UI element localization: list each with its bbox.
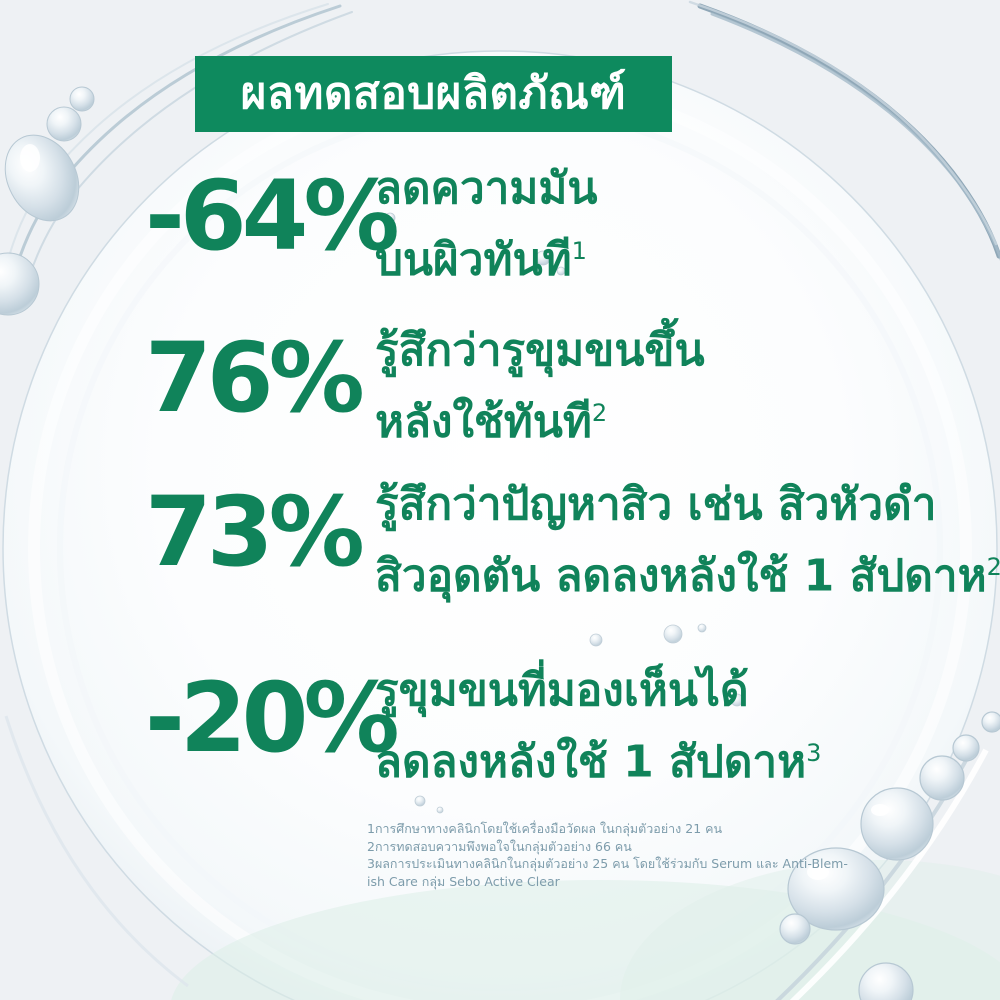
stat-row-acne-reduction: 73% รู้สึกว่าปัญหาสิว เช่น สิวหัวดำ สิวอ…: [145, 474, 1000, 608]
stat-value: -20%: [145, 662, 400, 774]
bottom-right-bubble-chain: [779, 711, 1000, 1000]
stat-line-1: ลดความมัน: [375, 163, 598, 214]
footnote-ref: 2: [591, 399, 608, 427]
stat-line-1: รู้สึกว่าปัญหาสิว เช่น สิวหัวดำ: [375, 479, 937, 530]
footnote-ref: 2: [986, 553, 1000, 581]
stat-line-1: รูขุมขนที่มองเห็นได้: [375, 665, 749, 716]
stat-description: ลดความมัน บนผิวทันที1: [375, 158, 597, 292]
stat-row-oil-reduction: -64% ลดความมัน บนผิวทันที1: [145, 158, 597, 292]
stat-value: -64%: [145, 160, 400, 272]
stat-value: 73%: [145, 476, 365, 588]
top-left-streaks: [1, 3, 353, 309]
dish-circle: [2, 50, 998, 1000]
top-right-streaks: [688, 0, 1000, 261]
footnote-2: 2การทดสอบความพึงพอใจในกลุ่มตัวอย่าง 66 ค…: [367, 838, 632, 854]
title-banner: ผลทดสอบผลิตภัณฑ์: [195, 56, 672, 132]
stat-line-2: ลดลงหลังใช้ 1 สัปดาห3: [375, 736, 822, 788]
footnote-ref: 1: [571, 237, 587, 265]
stat-row-pore-feel: 76% รู้สึกว่ารูขุมขนขึ้น หลังใช้ทันที2: [145, 320, 705, 454]
stat-row-visible-pores: -20% รูขุมขนที่มองเห็นได้ ลดลงหลังใช้ 1 …: [145, 660, 821, 794]
stat-description: รู้สึกว่ารูขุมขนขึ้น หลังใช้ทันที2: [375, 320, 705, 454]
stat-value: 76%: [145, 322, 365, 434]
stat-line-2: หลังใช้ทันที2: [375, 396, 608, 448]
footnote-ref: 3: [806, 739, 822, 767]
stat-line-1: รู้สึกว่ารูขุมขนขึ้น: [375, 325, 705, 376]
footnote-1: 1การศึกษาทางคลินิกโดยใช้เครื่องมือวัดผล …: [367, 821, 723, 836]
bottom-left-rim: [4, 715, 189, 988]
footnote-3-continued: ish Care กลุ่ม Sebo Active Clear: [367, 873, 560, 889]
footnotes: 1การศึกษาทางคลินิกโดยใช้เครื่องมือวัดผล …: [367, 820, 848, 890]
stat-description: รูขุมขนที่มองเห็นได้ ลดลงหลังใช้ 1 สัปดา…: [375, 660, 821, 794]
page-title: ผลทดสอบผลิตภัณฑ์: [240, 68, 627, 119]
stat-line-2: บนผิวทันที1: [375, 234, 587, 286]
stat-description: รู้สึกว่าปัญหาสิว เช่น สิวหัวดำ สิวอุดตั…: [375, 474, 1000, 608]
scattered-droplets: [267, 185, 744, 814]
footnote-3: 3ผลการประเมินทางคลินิกในกลุ่มตัวอย่าง 25…: [367, 856, 848, 871]
stat-line-2: สิวอุดตัน ลดลงหลังใช้ 1 สัปดาห2: [375, 550, 1000, 602]
left-bubble-cluster: [0, 86, 95, 316]
